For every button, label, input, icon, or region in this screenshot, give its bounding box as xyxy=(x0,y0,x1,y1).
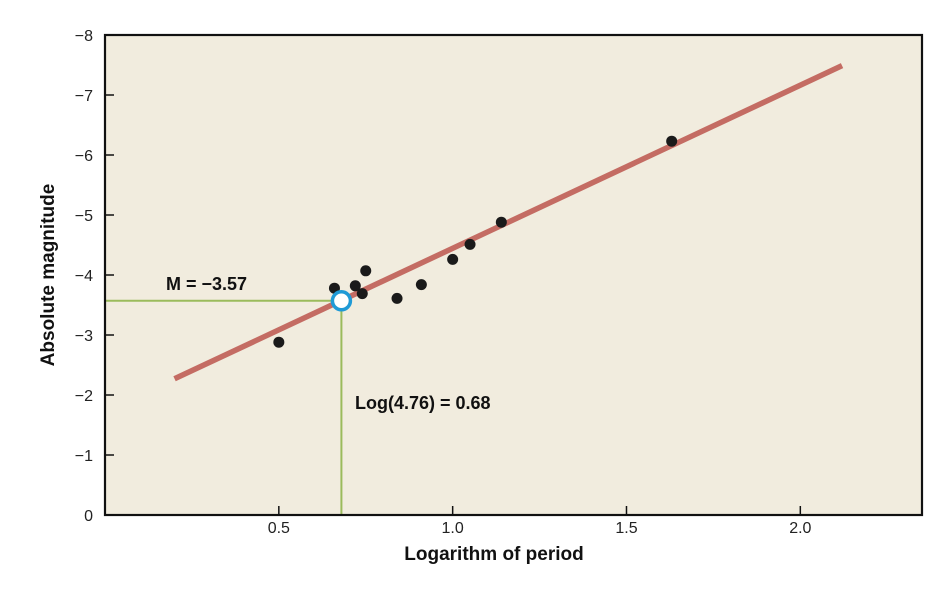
x-tick-label: 0.5 xyxy=(268,520,290,537)
data-point-0 xyxy=(273,336,285,348)
period-annotation: Log(4.76) = 0.68 xyxy=(355,393,491,413)
y-tick-label: −6 xyxy=(75,148,93,165)
best-fit-line xyxy=(173,63,844,382)
y-axis: 0 −1 −2 −3 −4 −5 −6 −7 −8 xyxy=(75,28,114,525)
guide-lines xyxy=(105,299,343,515)
x-tick-label: 1.0 xyxy=(442,520,464,537)
x-tick-label: 2.0 xyxy=(789,520,811,537)
x-axis-title: Logarithm of period xyxy=(404,544,583,565)
data-point-7 xyxy=(447,253,459,265)
x-tick-label: 1.5 xyxy=(615,520,637,537)
data-point-3 xyxy=(356,288,368,300)
y-tick-label: −2 xyxy=(75,388,93,405)
data-point-5 xyxy=(391,292,403,304)
y-tick-label: 0 xyxy=(84,508,93,525)
magnitude-annotation: M = −3.57 xyxy=(166,274,247,294)
y-axis-title: Absolute magnitude xyxy=(38,184,59,367)
data-point-2 xyxy=(349,280,361,292)
data-point-8 xyxy=(464,238,476,250)
y-tick-label: −5 xyxy=(75,208,93,225)
plot-area xyxy=(105,35,922,515)
x-axis: 0.5 1.0 1.5 2.0 xyxy=(268,506,812,537)
data-point-9 xyxy=(495,216,507,228)
data-points xyxy=(273,135,678,348)
y-tick-label: −7 xyxy=(75,88,93,105)
y-tick-label: −3 xyxy=(75,328,93,345)
data-point-6 xyxy=(415,279,427,291)
data-point-10 xyxy=(666,135,678,147)
y-tick-label: −8 xyxy=(75,28,93,45)
highlight-point xyxy=(330,290,353,312)
data-point-4 xyxy=(360,265,372,277)
y-tick-label: −1 xyxy=(75,448,93,465)
y-tick-label: −4 xyxy=(75,268,93,285)
